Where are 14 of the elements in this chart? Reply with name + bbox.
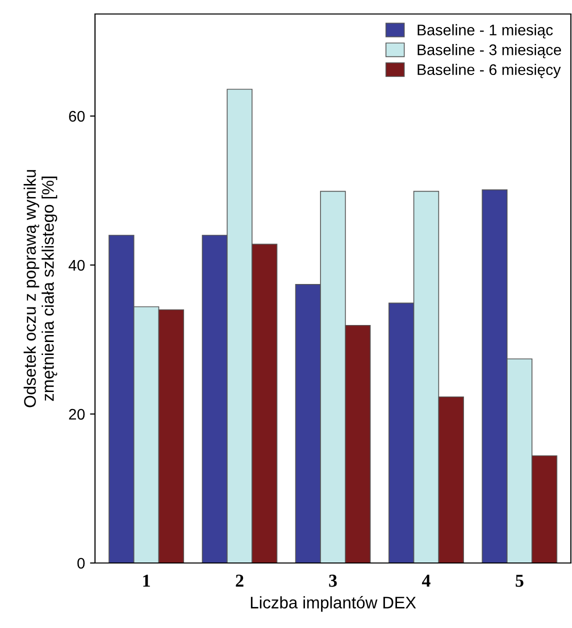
y-tick-label: 40: [68, 260, 85, 271]
x-tick-label: 2: [236, 574, 244, 587]
x-tick-label: 3: [329, 574, 337, 587]
legend-label: Baseline - 1 miesiąc: [418, 24, 553, 38]
y-tick-label: 0: [77, 558, 85, 569]
legend-label: Baseline - 3 miesiące: [418, 44, 562, 58]
y-tick-label: 60: [69, 110, 85, 122]
x-tick-label: 4: [422, 574, 430, 587]
x-tick-label: 5: [516, 574, 524, 587]
x-axis-title: Liczba implantów DEX: [250, 596, 416, 612]
x-tick-label: 1: [143, 574, 150, 587]
legend-label: Baseline - 6 miesięcy: [418, 64, 561, 78]
y-tick-label: 20: [69, 408, 85, 420]
y-axis-title: Odsetek oczu z poprawą wyniku zmętnienia ciała szklistego [%]: [24, 170, 58, 408]
